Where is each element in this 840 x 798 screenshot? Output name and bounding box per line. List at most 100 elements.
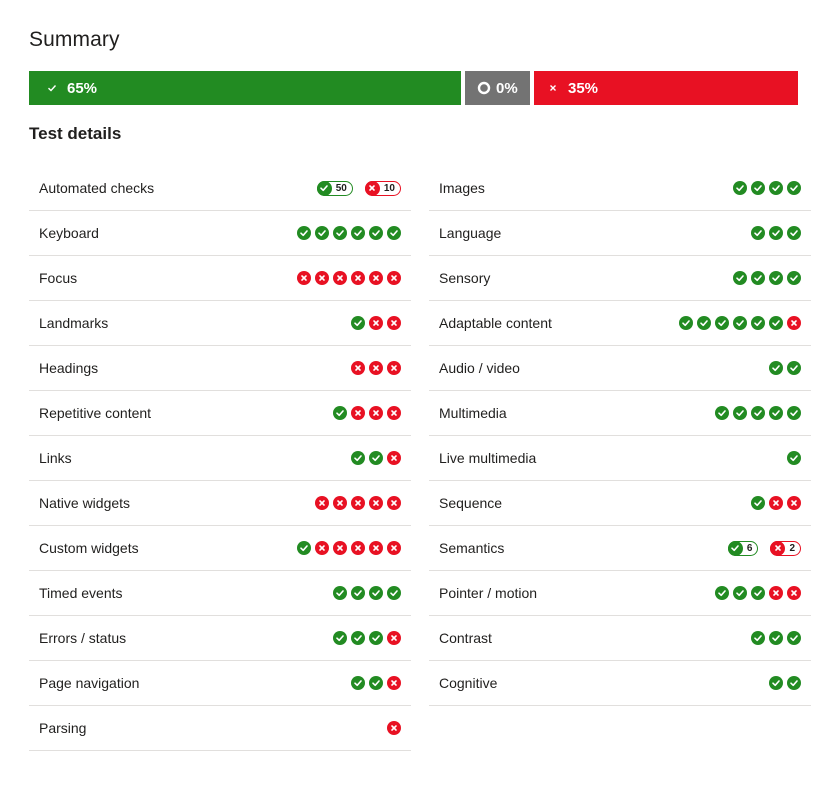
test-row[interactable]: Cognitive (429, 661, 811, 706)
pass-check-icon (787, 451, 801, 465)
test-row[interactable]: Timed events (29, 571, 411, 616)
pass-check-icon (715, 316, 729, 330)
test-row[interactable]: Sequence (429, 481, 811, 526)
fail-cross-icon (387, 271, 401, 285)
test-row-label: Landmarks (39, 315, 109, 331)
test-row[interactable]: Adaptable content (429, 301, 811, 346)
test-row[interactable]: Parsing (29, 706, 411, 751)
pass-check-icon (387, 586, 401, 600)
pass-check-icon (351, 631, 365, 645)
fail-cross-icon (369, 361, 383, 375)
test-row-label: Adaptable content (439, 315, 552, 331)
test-row[interactable]: Custom widgets (29, 526, 411, 571)
pass-check-icon (733, 316, 747, 330)
pass-check-icon (333, 586, 347, 600)
test-row[interactable]: Landmarks (29, 301, 411, 346)
test-details-left-column: Automated checks 50 10 Keyboard Focus Landmar… (29, 166, 411, 751)
test-row-label: Multimedia (439, 405, 507, 421)
fail-cross-icon (351, 406, 365, 420)
test-row[interactable]: Multimedia (429, 391, 811, 436)
test-row-label: Images (439, 180, 485, 196)
test-results (333, 631, 401, 645)
pass-check-icon (787, 181, 801, 195)
test-results (715, 406, 801, 420)
pass-check-icon (751, 496, 765, 510)
fail-cross-icon (351, 361, 365, 375)
pass-count: 6 (746, 542, 753, 554)
test-row-label: Errors / status (39, 630, 127, 646)
test-row-label: Page navigation (39, 675, 140, 691)
fail-cross-icon (387, 361, 401, 375)
fail-cross-icon (369, 496, 383, 510)
fail-cross-icon (387, 406, 401, 420)
pass-count: 50 (335, 182, 347, 194)
test-row[interactable]: Keyboard (29, 211, 411, 256)
fail-cross-icon (369, 541, 383, 555)
pass-check-icon (333, 406, 347, 420)
test-row[interactable]: Pointer / motion (429, 571, 811, 616)
test-row[interactable]: Native widgets (29, 481, 411, 526)
pass-check-icon (715, 406, 729, 420)
test-row[interactable]: Contrast (429, 616, 811, 661)
test-row[interactable]: Sensory (429, 256, 811, 301)
test-results (297, 226, 401, 240)
pass-check-icon (333, 631, 347, 645)
fail-cross-icon (369, 316, 383, 330)
pass-check-icon (351, 226, 365, 240)
fail-cross-icon (387, 631, 401, 645)
test-row[interactable]: Errors / status (29, 616, 411, 661)
test-row[interactable]: Semantics 6 2 (429, 526, 811, 571)
test-details-title: Test details (29, 124, 122, 143)
pass-check-icon (787, 361, 801, 375)
test-results (351, 316, 401, 330)
test-results (297, 271, 401, 285)
fail-cross-icon (297, 271, 311, 285)
test-row-label: Live multimedia (439, 450, 537, 466)
fail-cross-icon (387, 316, 401, 330)
test-row[interactable]: Live multimedia (429, 436, 811, 481)
pass-check-icon (787, 406, 801, 420)
test-row[interactable]: Repetitive content (29, 391, 411, 436)
fail-cross-icon (315, 271, 329, 285)
pass-check-icon (316, 180, 332, 196)
pass-check-icon (369, 676, 383, 690)
test-row[interactable]: Audio / video (429, 346, 811, 391)
pass-check-icon (351, 316, 365, 330)
fail-cross-icon (351, 496, 365, 510)
test-row[interactable]: Links (29, 436, 411, 481)
test-row-label: Cognitive (439, 675, 498, 691)
test-results (733, 181, 801, 195)
pass-check-icon (751, 406, 765, 420)
fail-cross-icon (770, 540, 786, 556)
test-results (297, 541, 401, 555)
fail-count: 10 (383, 182, 395, 194)
test-results (387, 721, 401, 735)
fail-cross-icon (787, 586, 801, 600)
test-row[interactable]: Focus (29, 256, 411, 301)
test-row-label: Sensory (439, 270, 491, 286)
pass-check-icon (297, 226, 311, 240)
summary-fail-segment: 35% (534, 71, 798, 105)
test-results: 50 10 (316, 180, 401, 196)
test-details-right-column: Images Language Sensory Adaptable content Au… (429, 166, 811, 706)
summary-pass-label: 65% (67, 79, 98, 97)
test-row[interactable]: Automated checks 50 10 (29, 166, 411, 211)
test-row-label: Audio / video (439, 360, 520, 376)
fail-cross-icon (387, 541, 401, 555)
test-row[interactable]: Images (429, 166, 811, 211)
test-row-label: Custom widgets (39, 540, 139, 556)
fail-cross-icon (333, 541, 347, 555)
test-row-label: Focus (39, 270, 78, 286)
test-row[interactable]: Headings (29, 346, 411, 391)
test-results (715, 586, 801, 600)
pass-check-icon (751, 271, 765, 285)
test-row-label: Sequence (439, 495, 503, 511)
fail-cross-icon (369, 406, 383, 420)
pass-check-icon (751, 316, 765, 330)
test-row-label: Links (39, 450, 72, 466)
fail-count: 2 (789, 542, 795, 554)
test-row[interactable]: Language (429, 211, 811, 256)
test-row[interactable]: Page navigation (29, 661, 411, 706)
pass-check-icon (369, 226, 383, 240)
test-row-label: Automated checks (39, 180, 155, 196)
